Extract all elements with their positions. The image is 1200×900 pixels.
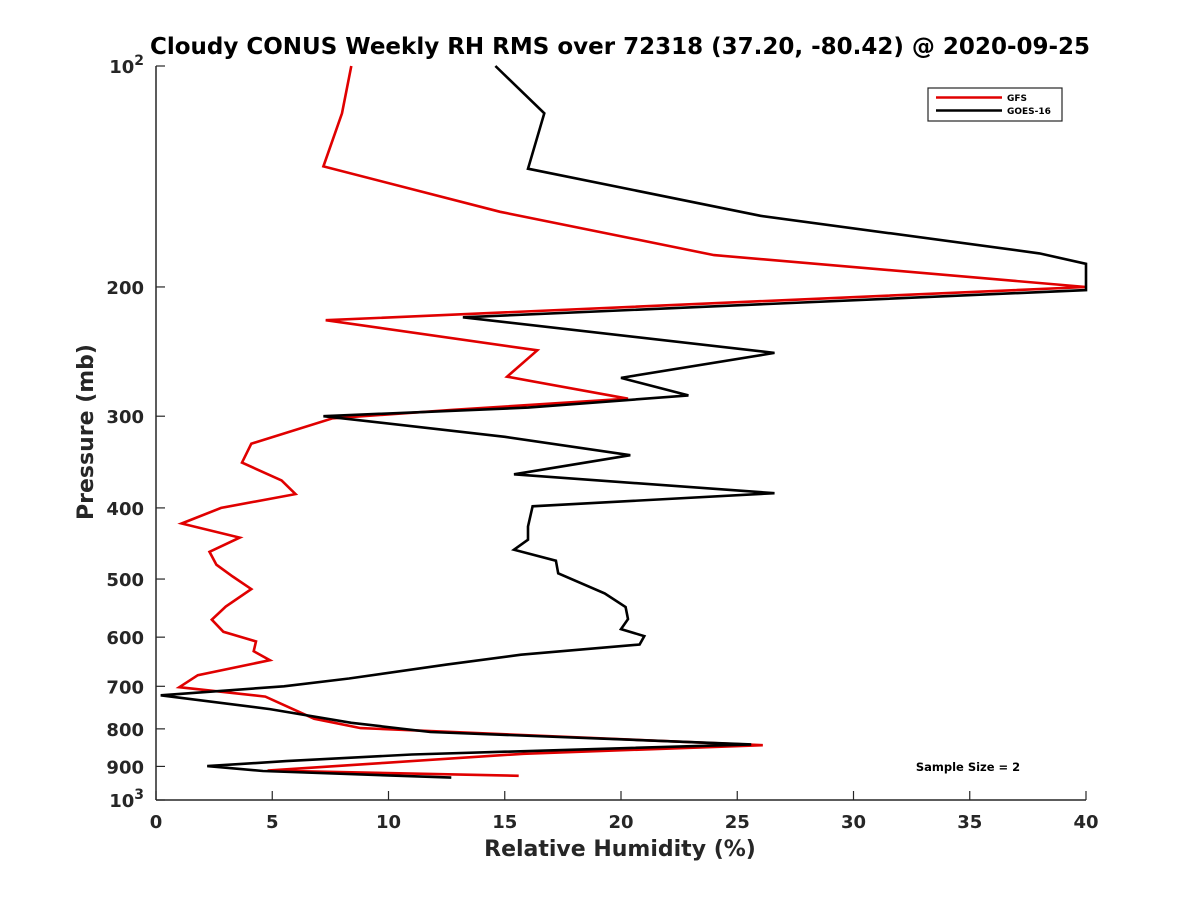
- series-line-gfs: [175, 65, 1087, 778]
- series-line-goes-16: [160, 65, 1088, 779]
- y-tick-label: 500: [106, 570, 144, 591]
- x-tick-label: 15: [492, 812, 517, 833]
- y-tick-label: 300: [106, 407, 144, 428]
- x-axis-label: Relative Humidity (%): [484, 837, 756, 862]
- x-tick-label: 40: [1073, 812, 1098, 833]
- y-tick-label: 102: [109, 53, 144, 78]
- axes-layer: [155, 66, 1086, 801]
- x-tick-label: 35: [957, 812, 982, 833]
- x-tick-label: 25: [725, 812, 750, 833]
- y-axis-ticks: 102 200 300 400 500 600 700 800 900 103: [106, 53, 165, 812]
- x-axis-ticks: 0 5 10 15 20 25 30 35 40: [150, 791, 1099, 833]
- legend: GFS GOES-16: [927, 87, 1063, 122]
- y-tick-label: 103: [109, 787, 144, 812]
- series-layer: [160, 65, 1088, 779]
- sample-size-annotation: Sample Size = 2: [916, 760, 1020, 774]
- x-tick-label: 20: [608, 812, 633, 833]
- y-tick-label: 700: [106, 677, 144, 698]
- legend-label-goes-16: GOES-16: [1007, 107, 1051, 117]
- x-tick-label: 5: [266, 812, 279, 833]
- x-tick-label: 10: [376, 812, 401, 833]
- y-tick-label: 900: [106, 757, 144, 778]
- y-axis-label: Pressure (mb): [74, 344, 99, 520]
- legend-label-gfs: GFS: [1007, 94, 1027, 104]
- x-tick-label: 30: [841, 812, 866, 833]
- y-tick-label: 800: [106, 720, 144, 741]
- y-tick-label: 200: [106, 278, 144, 299]
- legend-box: [927, 87, 1063, 122]
- x-tick-label: 0: [150, 812, 163, 833]
- chart-title: Cloudy CONUS Weekly RH RMS over 72318 (3…: [150, 34, 1090, 60]
- y-tick-label: 400: [106, 499, 144, 520]
- y-tick-label: 600: [106, 628, 144, 649]
